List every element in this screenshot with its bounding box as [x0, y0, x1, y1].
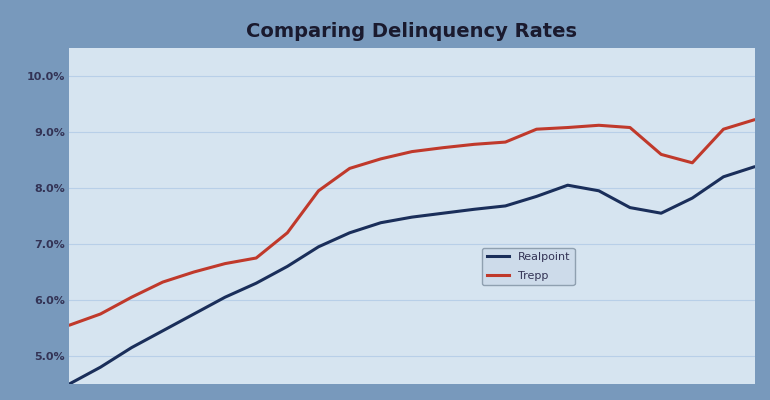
Legend: Realpoint, Trepp: Realpoint, Trepp	[482, 248, 574, 285]
Title: Comparing Delinquency Rates: Comparing Delinquency Rates	[246, 22, 578, 41]
